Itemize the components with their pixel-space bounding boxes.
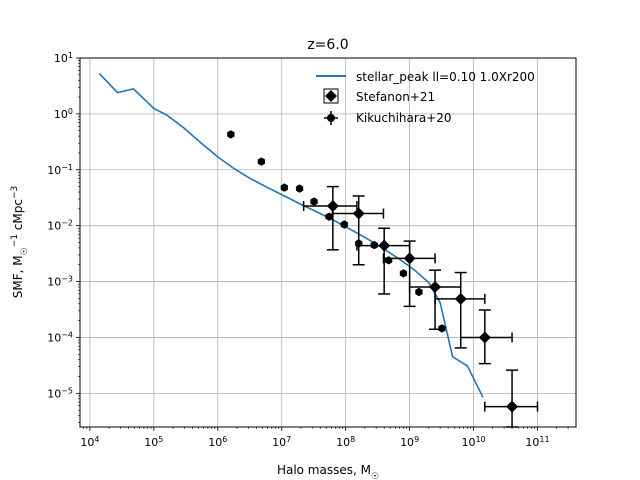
y-tick-label: 10−3 xyxy=(47,274,73,289)
legend-stefanon-swatch xyxy=(323,88,339,104)
stefanon-point xyxy=(302,185,358,251)
x-tick-label: 105 xyxy=(144,435,163,450)
stefanon-marker xyxy=(326,199,339,212)
y-tick-label: 10−1 xyxy=(47,162,73,177)
y-tick-label: 101 xyxy=(54,51,73,66)
plot-data xyxy=(98,72,539,428)
stefanon-point xyxy=(331,195,385,266)
stefanon-point xyxy=(459,309,513,365)
y-tick-label: 100 xyxy=(54,106,73,121)
legend-label-kikuchihara: Kikuchihara+20 xyxy=(356,111,452,125)
stefanon-marker xyxy=(454,292,467,305)
kikuchihara-marker xyxy=(257,157,265,166)
x-tick-label: 1010 xyxy=(461,435,485,450)
axis-ticks: 104 105 106 107 108 109 1010 1011 10−5 10−4 10−3 10… xyxy=(47,51,569,450)
stefanon-marker xyxy=(403,252,416,265)
chart-title: z=6.0 xyxy=(307,37,348,53)
kikuchihara-marker xyxy=(370,240,378,250)
x-tick-label: 109 xyxy=(400,435,419,450)
legend-label-stellar-peak: stellar_peak ll=0.10 1.0Xr200 xyxy=(356,70,535,84)
x-tick-label: 108 xyxy=(336,435,355,450)
stefanon-marker xyxy=(378,239,391,252)
y-tick-label: 10−2 xyxy=(47,218,73,233)
kikuchihara-marker xyxy=(310,197,318,206)
x-axis-label: Halo masses, M☉ xyxy=(277,463,379,480)
stefanon-marker xyxy=(478,331,491,344)
stefanon-marker xyxy=(506,400,519,413)
stefanon-point xyxy=(484,369,539,428)
x-tick-label: 1011 xyxy=(525,435,549,450)
series-line-stellar-peak xyxy=(98,72,484,398)
stefanon-marker xyxy=(352,207,365,220)
legend-kikuchihara-swatch xyxy=(324,111,338,125)
stefanon-marker xyxy=(429,280,442,293)
kikuchihara-marker xyxy=(438,324,446,333)
kikuchihara-marker xyxy=(295,184,304,193)
y-tick-label: 10−4 xyxy=(47,330,73,345)
x-tick-label: 107 xyxy=(272,435,291,450)
kikuchihara-marker xyxy=(325,212,333,221)
x-tick-label: 106 xyxy=(208,435,227,450)
kikuchihara-marker xyxy=(399,269,408,278)
kikuchihara-marker xyxy=(340,220,348,229)
kikuchihara-marker xyxy=(385,256,393,265)
y-axis-label: SMF, M☉−1 cMpc−3 xyxy=(10,186,30,298)
y-tick-label: 10−5 xyxy=(47,386,73,401)
legend: stellar_peak ll=0.10 1.0Xr200 Stefanon+2… xyxy=(316,70,535,125)
kikuchihara-marker xyxy=(280,183,288,192)
kikuchihara-marker xyxy=(355,239,363,248)
legend-label-stefanon: Stefanon+21 xyxy=(356,90,435,104)
kikuchihara-marker xyxy=(415,287,423,297)
kikuchihara-marker xyxy=(227,130,235,139)
x-tick-label: 104 xyxy=(80,435,99,450)
